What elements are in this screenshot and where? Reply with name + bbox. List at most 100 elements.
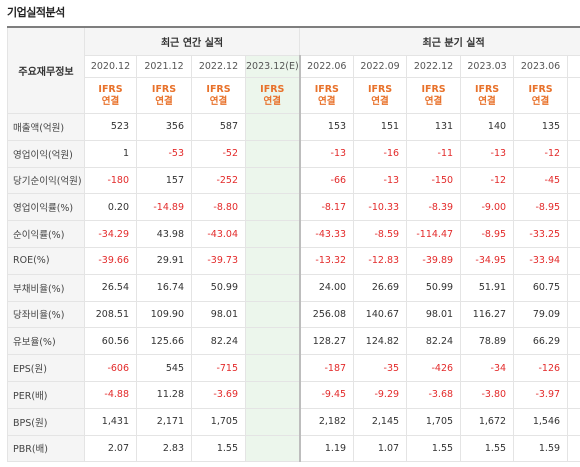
- value-cell: 128.27: [298, 327, 355, 356]
- value-cell: 1,546: [513, 407, 569, 436]
- value-cell: -8.39: [406, 193, 462, 222]
- value-cell: -43.04: [191, 220, 246, 248]
- value-cell: -12: [513, 139, 569, 168]
- standard-consolidated: 연결: [101, 95, 120, 107]
- value-cell: -3.69: [191, 380, 246, 409]
- value-cell: 1.55: [460, 434, 515, 463]
- row-label: 당기순이익(억원): [7, 166, 85, 195]
- value-cell: -9.00: [460, 193, 515, 222]
- value-cell: [244, 327, 301, 356]
- value-cell: 151: [353, 113, 408, 141]
- standard-cell: IFRS 연결: [84, 77, 137, 114]
- value-cell: 131: [406, 113, 462, 141]
- value-cell: 11.28: [136, 380, 192, 409]
- value-cell: -34: [460, 354, 515, 382]
- standard-consolidated: 연결: [424, 95, 443, 107]
- row-label: BPS(원): [7, 407, 85, 436]
- value-cell: [244, 166, 301, 195]
- value-cell: 0.20: [84, 193, 137, 222]
- value-cell: 2,171: [136, 407, 192, 436]
- standard-cell: IFRS 연결: [244, 77, 301, 114]
- value-cell-cut: [567, 193, 580, 222]
- standard-ifrs: IFRS: [151, 83, 177, 95]
- value-cell: -33.94: [513, 246, 569, 275]
- value-cell-cut: [567, 113, 580, 141]
- row-label: 부채비율(%): [7, 273, 85, 302]
- standard-consolidated: 연결: [209, 95, 228, 107]
- standard-ifrs: IFRS: [206, 83, 231, 95]
- value-cell: [244, 220, 301, 248]
- value-cell: -16: [353, 139, 408, 168]
- value-cell: 66.29: [513, 327, 569, 356]
- value-cell: 1,705: [191, 407, 246, 436]
- value-cell: -114.47: [406, 220, 462, 248]
- value-cell: 1,431: [84, 407, 137, 436]
- table-row: 유보율(%) 60.56 125.66 82.24 128.27 124.82 82.24 7…: [7, 327, 580, 356]
- period-header: 2022.12: [191, 55, 246, 78]
- value-cell: -33.25: [513, 220, 569, 248]
- value-cell: -13: [460, 139, 515, 168]
- value-cell: -35: [353, 354, 408, 382]
- standard-cell: IFRS 연결: [406, 77, 462, 114]
- value-cell: 124.82: [353, 327, 408, 356]
- standard-consolidated: 연결: [371, 95, 389, 107]
- value-cell: -34.95: [460, 246, 515, 275]
- value-cell: [244, 139, 301, 168]
- value-cell: -11: [406, 139, 462, 168]
- value-cell: -12.83: [353, 246, 408, 275]
- value-cell-cut: [567, 380, 580, 409]
- value-cell: -252: [191, 166, 246, 195]
- section-title: 기업실적분석: [7, 6, 65, 19]
- value-cell: 16.74: [136, 273, 192, 302]
- value-cell: 140.67: [353, 300, 408, 329]
- standard-consolidated: 연결: [478, 95, 496, 107]
- value-cell: 50.99: [406, 273, 462, 302]
- value-cell: 256.08: [298, 300, 355, 329]
- value-cell: 26.54: [84, 273, 137, 302]
- value-cell: -13.32: [298, 246, 355, 275]
- value-cell: -10.33: [353, 193, 408, 222]
- standard-consolidated: 연결: [531, 95, 550, 107]
- value-cell: -8.80: [191, 193, 246, 222]
- value-cell: -3.80: [460, 380, 515, 409]
- value-cell: 2,182: [298, 407, 355, 436]
- value-cell: 208.51: [84, 300, 137, 329]
- value-cell: 523: [84, 113, 137, 141]
- value-cell: [244, 246, 301, 275]
- value-cell: -8.95: [513, 193, 569, 222]
- period-header: 2023.06: [513, 55, 569, 78]
- value-cell-cut: [567, 407, 580, 436]
- period-header: 2023.03: [460, 55, 515, 78]
- value-cell: 2,145: [353, 407, 408, 436]
- standard-ifrs: IFRS: [260, 83, 285, 95]
- standard-ifrs: IFRS: [421, 83, 446, 95]
- annual-group-header: 최근 연간 실적: [83, 26, 301, 56]
- table-row: 영업이익(억원) 1 -53 -52 -13 -16 -11 -13 -12: [7, 139, 580, 168]
- value-cell: -187: [298, 354, 355, 382]
- row-label: 영업이익률(%): [7, 193, 85, 222]
- table-row: 부채비율(%) 26.54 16.74 50.99 24.00 26.69 50.99 51.…: [7, 273, 580, 302]
- value-cell: 1.59: [513, 434, 569, 463]
- period-header-estimate: 2023.12(E): [244, 55, 301, 78]
- value-cell: -606: [84, 354, 137, 382]
- value-cell: 545: [136, 354, 192, 382]
- value-cell: [244, 193, 301, 222]
- value-cell: -9.29: [353, 380, 408, 409]
- value-cell: [244, 273, 301, 302]
- value-cell: 1.07: [353, 434, 408, 463]
- standard-cell: IFRS 연결: [353, 77, 408, 114]
- value-cell: [244, 300, 301, 329]
- standard-cell: IFRS 연결: [136, 77, 192, 114]
- value-cell: -13: [353, 166, 408, 195]
- value-cell: 2.07: [84, 434, 137, 463]
- value-cell: -66: [298, 166, 355, 195]
- value-cell: 43.98: [136, 220, 192, 248]
- value-cell: 82.24: [191, 327, 246, 356]
- value-cell: 153: [298, 113, 355, 141]
- standard-ifrs: IFRS: [474, 83, 500, 95]
- value-cell: 135: [513, 113, 569, 141]
- value-cell: -150: [406, 166, 462, 195]
- value-cell-cut: [567, 139, 580, 168]
- value-cell: 78.89: [460, 327, 515, 356]
- row-label: 영업이익(억원): [7, 139, 85, 168]
